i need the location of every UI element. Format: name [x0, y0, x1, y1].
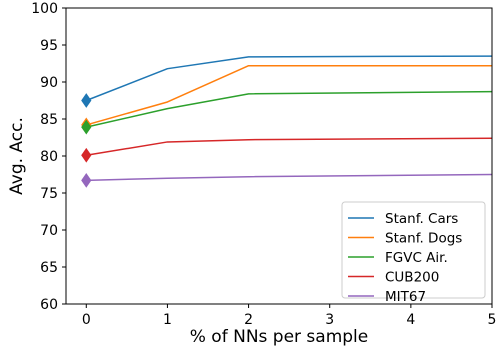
- series-line-3: [86, 137, 493, 157]
- series-marker-2: [81, 119, 92, 135]
- x-tick-label: 5: [488, 312, 497, 328]
- series-line-4: [86, 173, 493, 182]
- y-tick-label: 60: [40, 297, 58, 313]
- y-tick-label: 70: [40, 223, 58, 239]
- legend: Stanf. Cars Stanf. Dogs FGVC Air. CUB200 MIT…: [341, 201, 486, 305]
- series-marker-3: [81, 147, 92, 163]
- x-axis-ticks: 0 1 2 3 4 5: [82, 304, 497, 328]
- x-tick-label: 0: [82, 312, 91, 328]
- x-tick-label: 3: [325, 312, 334, 328]
- y-tick-label: 80: [40, 149, 58, 165]
- legend-label: Stanf. Dogs: [385, 231, 462, 247]
- series-lines: [86, 55, 493, 182]
- series-marker-0: [81, 93, 92, 108]
- y-tick-label: 75: [40, 186, 58, 202]
- legend-box: [341, 201, 486, 299]
- y-axis-ticks: 60 65 70 75 80 85 90 95 100: [31, 1, 66, 313]
- y-tick-label: 85: [40, 112, 58, 128]
- y-tick-label: 65: [40, 260, 58, 276]
- series-marker-4: [81, 173, 92, 188]
- series-line-0: [86, 55, 493, 102]
- legend-label: MIT67: [385, 289, 426, 305]
- x-axis-label: % of NNs per sample: [190, 327, 369, 347]
- y-tick-label: 100: [31, 1, 58, 17]
- y-tick-label: 95: [40, 38, 58, 54]
- legend-label: CUB200: [385, 270, 439, 286]
- legend-label: Stanf. Cars: [385, 211, 458, 227]
- series-markers: [81, 93, 92, 188]
- y-axis-label: Avg. Acc.: [7, 117, 27, 195]
- series-line-2: [86, 90, 493, 128]
- x-tick-label: 1: [163, 312, 172, 328]
- y-tick-label: 90: [40, 75, 58, 91]
- x-tick-label: 4: [406, 312, 415, 328]
- legend-label: FGVC Air.: [385, 250, 448, 266]
- series-line-1: [86, 64, 492, 126]
- x-tick-label: 2: [244, 312, 253, 328]
